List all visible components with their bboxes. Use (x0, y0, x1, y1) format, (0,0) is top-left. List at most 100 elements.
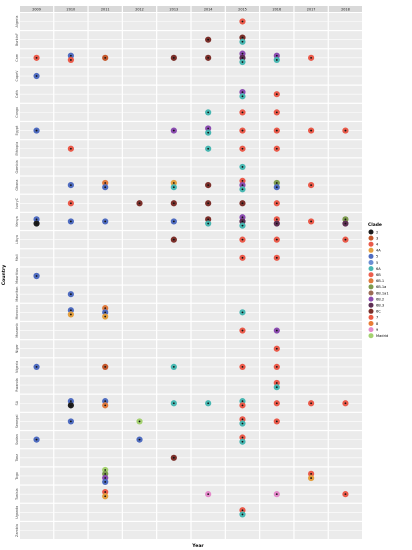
year-strip: 2013 (157, 6, 191, 12)
data-point (239, 420, 246, 427)
data-point (239, 222, 246, 229)
country-label: SA (15, 400, 19, 405)
data-point (170, 54, 177, 61)
legend-entry: 6B.1 (368, 278, 384, 284)
legend-label: 6C (376, 310, 381, 314)
legend-entry: 6B.2 (368, 296, 384, 302)
point-core (104, 186, 107, 189)
legend-label: 9 (376, 328, 379, 332)
legend-label: 6B.1a1 (376, 291, 389, 295)
data-point (67, 311, 74, 318)
point-core (344, 218, 347, 221)
data-point (273, 491, 280, 498)
point-core (275, 129, 278, 132)
point-core (207, 38, 210, 41)
year-strip-bg (20, 6, 54, 12)
data-point (273, 91, 280, 98)
year-strip: 2017 (294, 6, 328, 12)
point-core (104, 469, 107, 471)
data-point (308, 400, 315, 407)
point-core (69, 147, 72, 150)
point-core (241, 509, 244, 512)
legend-swatch (368, 284, 374, 290)
legend-entry: 8 (368, 321, 379, 326)
data-point (170, 200, 177, 207)
data-point (239, 511, 246, 518)
data-point (33, 220, 40, 227)
legend-swatch (368, 229, 374, 235)
data-point (102, 54, 109, 61)
data-point (239, 254, 246, 261)
point-core (241, 202, 244, 205)
point-core (275, 202, 278, 205)
year-strips: 2009 2010 2011 2012 2013 2014 2015 2016 2017 2018 (20, 6, 362, 12)
point-core (241, 91, 244, 94)
facet-panels (20, 13, 362, 539)
legend-swatch (368, 333, 374, 339)
point-core (35, 365, 38, 368)
point-core (35, 275, 38, 277)
country-label: CapeV (15, 70, 19, 82)
legend-entry: 7 (368, 314, 378, 320)
country-label: Mali (15, 254, 19, 261)
data-point (170, 400, 177, 407)
legend-label: 2 (376, 230, 378, 234)
point-core (275, 347, 278, 350)
legend-swatch (368, 308, 374, 314)
point-core (69, 202, 72, 205)
point-core (35, 75, 38, 77)
point-core (69, 220, 72, 223)
year-label: 2009 (32, 7, 41, 11)
legend-swatch (368, 327, 374, 333)
point-core (35, 222, 38, 225)
point-core (241, 180, 244, 182)
year-strip: 2011 (88, 6, 122, 12)
point-core (104, 473, 107, 475)
point-core (207, 202, 210, 205)
country-label: BurkinF (15, 33, 19, 46)
data-point (239, 58, 246, 66)
data-point (205, 145, 212, 152)
data-point (170, 454, 177, 461)
data-point (102, 402, 109, 409)
point-core (69, 420, 72, 423)
country-label: Gambia (15, 160, 19, 173)
legend-swatch (368, 290, 374, 296)
legend-swatch (368, 247, 374, 253)
data-point (273, 345, 280, 352)
point-core (344, 129, 347, 132)
year-strip-bg (54, 6, 88, 12)
legend-label: 7 (376, 316, 378, 320)
point-core (275, 93, 278, 96)
year-strip-bg (122, 6, 157, 12)
data-point (67, 291, 74, 298)
point-core (275, 238, 278, 241)
point-core (241, 422, 244, 425)
data-point (67, 56, 74, 64)
point-core (241, 365, 244, 368)
legend-swatch (368, 260, 374, 265)
point-core (69, 309, 72, 312)
point-core (207, 127, 210, 130)
data-point (273, 127, 280, 134)
data-point (273, 400, 280, 407)
legend-label: 5 (376, 261, 378, 265)
country-label: Mozamb (15, 323, 19, 337)
year-strip: 2014 (191, 6, 225, 12)
data-point (102, 478, 109, 486)
point-core (241, 188, 244, 191)
data-point (205, 36, 212, 43)
data-point (273, 109, 280, 116)
point-core (35, 56, 38, 59)
year-strip-bg (328, 6, 362, 12)
point-core (69, 59, 72, 61)
data-point (239, 145, 246, 152)
point-core (104, 495, 107, 498)
country-label: Libya (15, 235, 19, 244)
year-strip: 2015 (225, 6, 260, 12)
point-core (275, 420, 278, 423)
country-label: Congo (15, 107, 19, 118)
data-point (170, 127, 177, 134)
data-point (205, 129, 212, 136)
year-strip: 2016 (260, 6, 294, 12)
